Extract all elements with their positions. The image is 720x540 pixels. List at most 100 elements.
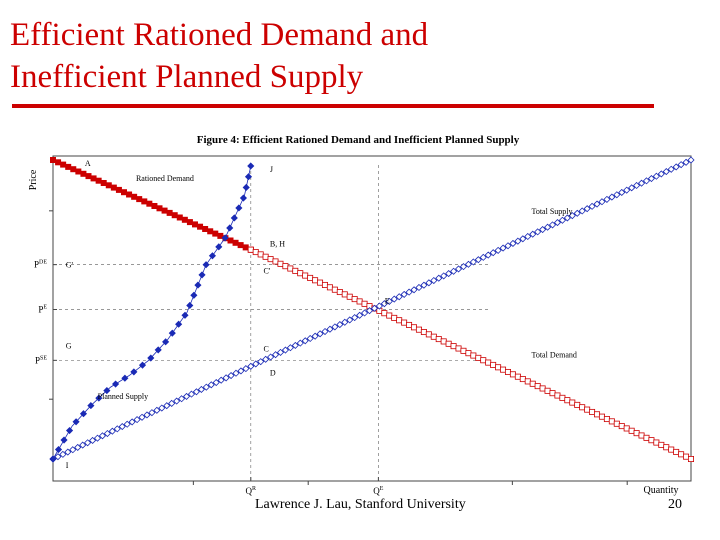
data-point [277, 260, 284, 267]
data-point [475, 354, 482, 361]
data-point [554, 392, 561, 399]
annotation-label: Rationed Demand [136, 174, 194, 183]
data-point [121, 374, 129, 382]
data-point [85, 173, 92, 180]
footer-credit: Lawrence J. Lau, Stanford University [255, 497, 466, 512]
data-point [95, 177, 102, 184]
data-point [215, 243, 223, 251]
data-point [90, 175, 97, 182]
data-point [281, 346, 290, 354]
data-point [588, 202, 596, 210]
data-point [151, 202, 158, 209]
data-point [514, 373, 521, 380]
data-point [192, 388, 200, 396]
data-point [60, 161, 67, 168]
data-point [115, 186, 122, 193]
data-point [296, 339, 304, 347]
y-tick-label: PE [38, 305, 47, 315]
data-point [60, 436, 68, 444]
data-point [425, 279, 433, 287]
data-point [361, 300, 368, 307]
data-point [131, 193, 138, 200]
data-point [504, 368, 511, 375]
data-point [658, 441, 665, 448]
data-point [464, 260, 473, 268]
data-point [539, 385, 546, 392]
data-point [494, 246, 502, 254]
data-point [306, 334, 314, 343]
data-point [351, 314, 359, 322]
chart-title: Figure 4: Efficient Rationed Demand and … [197, 134, 520, 146]
title-underline [12, 104, 654, 108]
data-point [361, 309, 369, 317]
slide-title: Efficient Rationed Demand and Inefficien… [10, 14, 650, 98]
series-total-demand [247, 246, 695, 462]
data-point [54, 445, 63, 454]
data-point [524, 378, 531, 385]
data-point [65, 426, 74, 435]
data-point [230, 214, 238, 222]
data-point [336, 289, 343, 296]
data-point [395, 293, 403, 301]
data-point [202, 383, 210, 391]
data-point [190, 291, 198, 299]
data-point [311, 332, 319, 340]
data-point [495, 364, 502, 371]
data-point [98, 432, 107, 440]
data-point [146, 200, 153, 207]
data-point [454, 265, 463, 273]
data-point [549, 390, 556, 397]
data-point [75, 168, 82, 175]
data-point [440, 272, 448, 280]
data-point [143, 411, 151, 419]
data-point [321, 281, 328, 288]
data-point [95, 394, 103, 402]
data-point [291, 341, 299, 349]
data-point [474, 256, 482, 264]
data-point [589, 408, 596, 415]
data-point [247, 162, 255, 170]
data-point [539, 225, 547, 234]
data-point [257, 358, 265, 366]
data-point [55, 159, 62, 166]
data-point [652, 172, 660, 180]
data-point [297, 270, 304, 277]
data-point [178, 395, 186, 403]
data-point [435, 336, 442, 343]
data-point [598, 413, 605, 420]
data-point [49, 455, 57, 463]
data-point [662, 168, 670, 176]
data-point [84, 439, 92, 447]
data-point [120, 189, 127, 196]
data-point [514, 237, 522, 245]
data-point [54, 453, 62, 461]
data-point [226, 224, 234, 232]
data-point [346, 316, 354, 324]
y-tick-label: PDE [34, 260, 47, 270]
annotation-label: D [270, 368, 276, 377]
data-point [445, 270, 453, 278]
data-point [93, 434, 102, 442]
annotation-label: A [85, 159, 91, 168]
data-point [648, 437, 655, 444]
data-point [292, 267, 299, 274]
data-point [628, 184, 636, 192]
data-point [406, 321, 413, 328]
data-point [678, 451, 685, 458]
data-point [65, 163, 72, 170]
data-point [147, 354, 155, 362]
data-point [287, 265, 294, 272]
data-point [252, 249, 259, 256]
page-number: 20 [668, 497, 682, 512]
data-point [618, 188, 626, 197]
data-point [168, 399, 176, 407]
data-point [267, 353, 275, 361]
data-point [470, 352, 477, 359]
data-point [50, 156, 57, 163]
data-point [321, 327, 329, 336]
data-point [227, 237, 234, 244]
data-point [519, 235, 527, 243]
data-point [103, 387, 111, 395]
data-point [663, 444, 670, 451]
data-point [138, 413, 146, 421]
